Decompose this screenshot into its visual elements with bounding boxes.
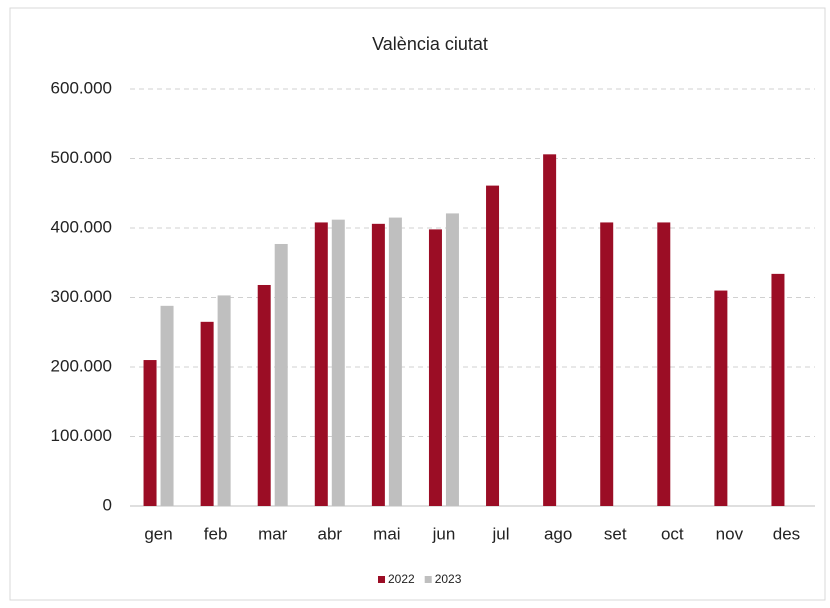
x-tick-label: oct (661, 524, 684, 543)
legend-swatch (378, 576, 385, 583)
bar (388, 217, 402, 506)
legend-label: 2022 (388, 572, 415, 586)
legend-swatch (424, 576, 432, 583)
bar (331, 219, 345, 506)
x-tick-label: jun (432, 524, 456, 543)
legend-label: 2023 (435, 572, 462, 586)
bar (200, 321, 214, 506)
x-tick-label: des (773, 524, 800, 543)
y-tick-label: 200.000 (51, 356, 112, 375)
bar (274, 243, 288, 507)
bar (371, 223, 385, 506)
y-tick-label: 300.000 (51, 287, 112, 306)
x-tick-label: ago (544, 524, 572, 543)
x-tick-label: abr (318, 524, 343, 543)
bar (543, 154, 557, 506)
bar (657, 222, 671, 506)
y-tick-label: 400.000 (51, 217, 112, 236)
bar (257, 284, 271, 506)
x-tick-label: mar (258, 524, 288, 543)
y-tick-label: 500.000 (51, 148, 112, 167)
bar (714, 290, 728, 506)
x-tick-label: nov (716, 524, 744, 543)
x-tick-label: gen (144, 524, 172, 543)
bar (143, 360, 157, 506)
bar (600, 222, 614, 506)
chart-border (9, 7, 826, 601)
x-tick-label: mai (373, 524, 400, 543)
bar (160, 305, 174, 506)
bar (314, 222, 328, 506)
chart-title: València ciutat (372, 34, 488, 54)
y-tick-label: 0 (103, 495, 112, 514)
x-tick-label: feb (204, 524, 228, 543)
x-tick-label: jul (492, 524, 510, 543)
bar (486, 185, 500, 507)
bar (428, 229, 442, 506)
y-tick-label: 100.000 (51, 426, 112, 445)
bar (445, 213, 459, 506)
bar (771, 273, 785, 506)
x-tick-label: set (604, 524, 627, 543)
bar (217, 295, 231, 506)
y-tick-label: 600.000 (51, 78, 112, 97)
